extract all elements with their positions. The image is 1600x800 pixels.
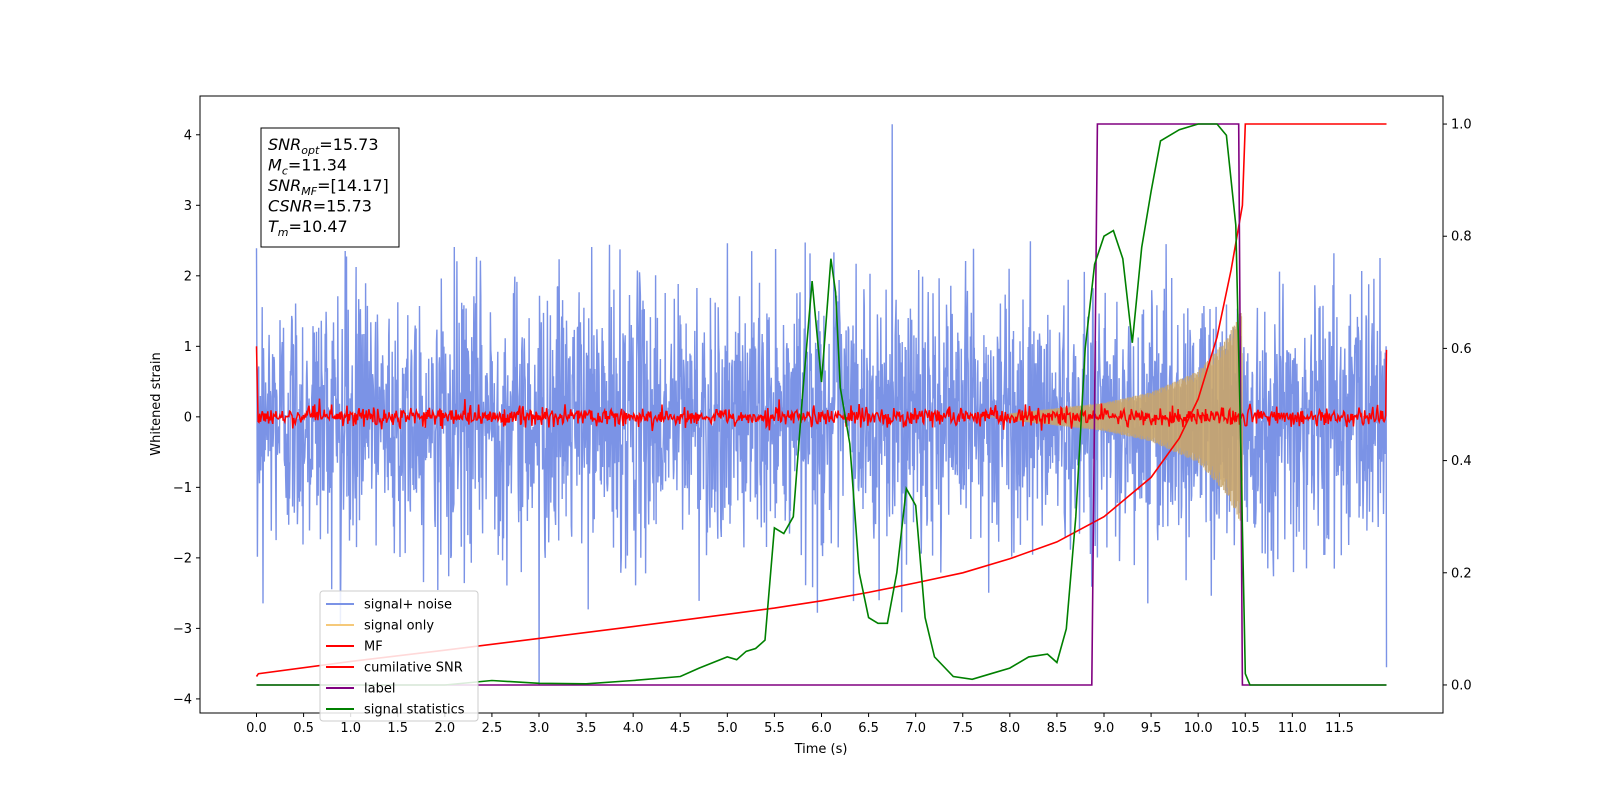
y-right-tick-label: 0.2 xyxy=(1451,566,1472,581)
x-tick-label: 7.0 xyxy=(905,721,926,736)
info-label-subscript: m xyxy=(278,226,289,239)
y-left-tick-label: −1 xyxy=(173,481,192,496)
info-box-frame xyxy=(260,127,400,248)
legend-label-signal-only: signal only xyxy=(364,619,434,634)
info-line-tm: Tm=10.47 xyxy=(268,217,348,239)
info-line-mc: Mc=11.34 xyxy=(268,156,347,178)
x-tick-label: 9.0 xyxy=(1094,721,1115,736)
y-right-tick-label: 0.6 xyxy=(1451,342,1472,357)
x-tick-label: 1.0 xyxy=(340,721,361,736)
x-tick-label: 2.5 xyxy=(482,721,503,736)
y-right-tick-label: 1.0 xyxy=(1451,118,1472,133)
x-tick-label: 0.0 xyxy=(246,721,267,736)
info-label: SNR xyxy=(268,176,301,195)
x-tick-label: 0.5 xyxy=(293,721,314,736)
legend-label-label: label xyxy=(364,682,395,697)
info-line-snropt: SNRopt=15.73 xyxy=(268,135,379,157)
y-left-tick-label: 2 xyxy=(184,269,192,284)
x-tick-label: 11.0 xyxy=(1278,721,1307,736)
info-label: CSNR xyxy=(268,197,313,216)
x-tick-label: 3.0 xyxy=(529,721,550,736)
x-tick-label: 10.5 xyxy=(1231,721,1260,736)
info-value: =11.34 xyxy=(288,156,347,175)
x-tick-label: 11.5 xyxy=(1325,721,1354,736)
y-axis-title-left: Whitened strain xyxy=(149,352,164,455)
legend: signal+ noise signal only MF cumilative SNR… xyxy=(319,590,479,722)
info-value: =10.47 xyxy=(289,217,348,236)
y-right-tick-label: 0.0 xyxy=(1451,678,1472,693)
legend-label-cumilative-snr: cumilative SNR xyxy=(364,661,463,676)
x-tick-label: 8.5 xyxy=(1047,721,1068,736)
info-box: SNRopt=15.73Mc=11.34SNRMF=[14.17]CSNR=15… xyxy=(260,127,400,248)
info-label-subscript: opt xyxy=(301,144,320,157)
x-tick-label: 6.0 xyxy=(811,721,832,736)
legend-label-signal-statistics: signal statistics xyxy=(364,703,465,718)
series-mf-line xyxy=(255,346,1388,432)
axes: 0.0 0.5 1.0 1.5 2.0 2.5 3.0 3.5 4.0 4.5 5.0 5.5 6.0 6… xyxy=(173,118,1472,736)
info-line-csnr: CSNR=15.73 xyxy=(268,197,372,216)
y-right-tick-label: 0.8 xyxy=(1451,230,1472,245)
y-left-tick-label: 4 xyxy=(184,128,192,143)
x-tick-label: 3.5 xyxy=(576,721,597,736)
legend-label-signal-noise: signal+ noise xyxy=(364,598,452,613)
x-tick-label: 4.0 xyxy=(623,721,644,736)
info-label: SNR xyxy=(268,135,301,154)
y-left-tick-label: −2 xyxy=(173,551,192,566)
x-tick-label: 10.0 xyxy=(1184,721,1213,736)
info-value: =15.73 xyxy=(313,197,372,216)
y-left-tick-label: 0 xyxy=(184,410,192,425)
legend-label-mf: MF xyxy=(364,640,383,655)
x-tick-label: 8.0 xyxy=(999,721,1020,736)
y-right-tick-label: 0.4 xyxy=(1451,454,1472,469)
info-line-snrmf: SNRMF=[14.17] xyxy=(268,176,389,198)
x-tick-label: 5.5 xyxy=(764,721,785,736)
y-left-tick-label: 1 xyxy=(184,340,192,355)
legend-frame xyxy=(319,590,479,722)
plot-area xyxy=(255,123,1388,686)
x-tick-label: 1.5 xyxy=(387,721,408,736)
info-label: T xyxy=(268,217,279,236)
info-label-subscript: c xyxy=(282,165,288,178)
y-left-tick-label: 3 xyxy=(184,199,192,214)
info-label: M xyxy=(268,156,282,175)
info-value: =[14.17] xyxy=(317,176,389,195)
y-left-tick-label: −4 xyxy=(173,692,192,707)
info-label-subscript: MF xyxy=(301,185,317,198)
x-tick-label: 5.0 xyxy=(717,721,738,736)
x-tick-label: 2.0 xyxy=(434,721,455,736)
y-left-tick-label: −3 xyxy=(173,622,192,637)
series-signal-statistics-line xyxy=(256,123,1387,686)
x-axis-title: Time (s) xyxy=(794,742,848,757)
x-tick-label: 4.5 xyxy=(670,721,691,736)
info-value: =15.73 xyxy=(319,135,378,154)
x-tick-label: 6.5 xyxy=(858,721,879,736)
series-cumilative-snr-line xyxy=(255,123,1387,677)
x-tick-label: 7.5 xyxy=(952,721,973,736)
x-tick-label: 9.5 xyxy=(1141,721,1162,736)
